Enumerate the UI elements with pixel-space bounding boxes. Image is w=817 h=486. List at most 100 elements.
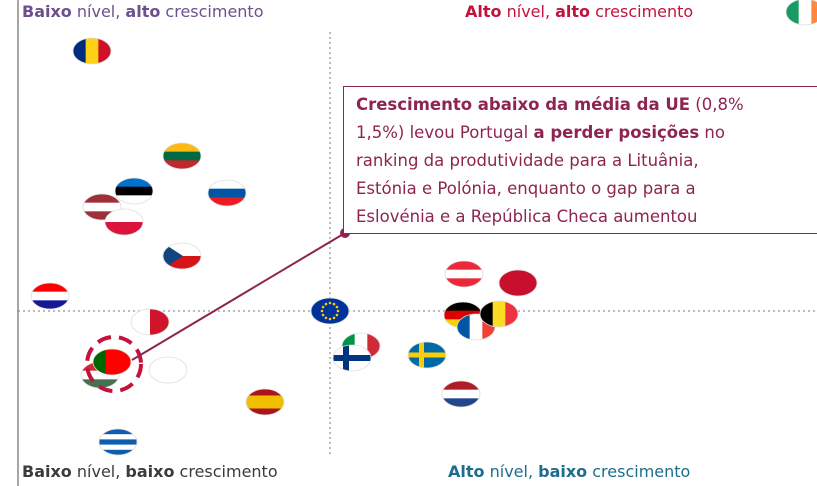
text-part: Eslovénia e a República Checa aumentou [356,207,698,226]
flag-part [333,355,371,361]
flag-part [246,402,284,409]
flag-icon [83,194,121,220]
flag-part [99,444,137,451]
flag-outline [498,269,538,297]
flag-icon [105,209,143,235]
flag-outline [98,428,138,456]
flag-icon [115,178,153,204]
flag-part [118,349,131,375]
flag-part [492,301,506,327]
flag-part [208,188,246,198]
flag-part [798,0,812,25]
flag-outline [332,344,372,372]
highlight-circle [85,335,143,393]
flag-part [320,309,324,313]
flag-part [105,209,143,223]
flag-part [83,202,121,212]
flag-part [163,160,201,169]
flag-outline [441,380,481,408]
flag-icon [149,357,187,383]
text-part: (0,8% [690,95,744,114]
flag-part [457,314,471,340]
flag-outline [148,356,188,384]
text-part: crescimento [590,2,694,21]
callout-line [131,232,346,361]
flag-part [99,429,137,435]
flag-icon [786,0,817,25]
flag-part [469,314,483,340]
text-part: alto [555,2,591,21]
flag-part [115,178,153,188]
flag-outline [162,242,202,270]
flag-part [480,301,494,327]
flag-part [208,180,246,190]
text-part: Baixo [22,2,72,21]
flag-outline [407,341,447,369]
text-part: Alto [465,2,502,21]
flag-part [442,381,480,391]
annotation-box: Crescimento abaixo da média da UE (0,8% 1… [343,86,817,234]
flag-outline [72,37,112,65]
annotation-line: Crescimento abaixo da média da UE (0,8% [356,91,817,119]
annotation-line: 1,5%) levou Portugal a perder posições n… [356,119,817,147]
flag-part [408,352,446,358]
text-part: alto [125,2,161,21]
flag-outline [130,308,170,336]
flag-part [328,301,332,305]
text-part: no [699,123,725,142]
text-part: Baixo [22,462,72,481]
flag-icon [445,261,483,287]
flag-part [336,309,340,313]
text-part: crescimento [587,462,691,481]
text-part: 1,5%) levou Portugal [356,123,534,142]
flag-outline [92,348,132,376]
flag-icon [208,180,246,206]
flag-part [324,316,328,320]
flag-part [85,38,99,64]
text-part: baixo [125,462,175,481]
flag-part [505,301,518,327]
flag-outline [207,179,247,207]
quadrant-label: Baixo nível, baixo crescimento [22,462,278,481]
annotation-line: Eslovénia e a República Checa aumentou [356,203,817,231]
text-part: a perder posições [533,123,700,142]
flag-part [99,449,137,455]
flag-part [81,370,119,380]
flag-part [444,310,482,320]
quadrant-label: Alto nível, baixo crescimento [448,462,690,481]
flag-part [335,305,339,309]
flag-icon [499,270,537,296]
quadrant-label: Alto nível, alto crescimento [465,2,693,21]
flag-part [105,349,119,375]
flag-part [321,313,325,317]
text-part: Crescimento abaixo da média da UE [356,95,691,114]
flag-outline [104,208,144,236]
flag-part [246,395,284,403]
text-part: ranking da produtividade para a Lituânia… [356,151,699,170]
flag-part [105,222,143,235]
text-part: crescimento [160,2,264,21]
flag-part [442,398,480,407]
flag-part [31,291,69,301]
flag-part [31,300,69,309]
eu-stars [320,301,340,321]
flag-icon [73,38,111,64]
flag-part [208,197,246,206]
annotation-line: Estónia e Polónia, enquanto o gap para a [356,175,817,203]
text-part: nível, [501,2,556,21]
flag-part [445,261,483,271]
flag-part [163,151,201,161]
flag-icon [131,309,169,335]
flag-outline [162,142,202,170]
flag-part [499,270,537,296]
flag-outline [479,300,519,328]
flag-part [246,389,284,396]
flag-part [786,0,800,25]
flag-part [811,0,817,25]
flag-part [246,408,284,415]
flag-part [163,243,183,269]
flag-outline [785,0,817,26]
flag-icon [333,345,371,371]
text-part: nível, [71,462,126,481]
